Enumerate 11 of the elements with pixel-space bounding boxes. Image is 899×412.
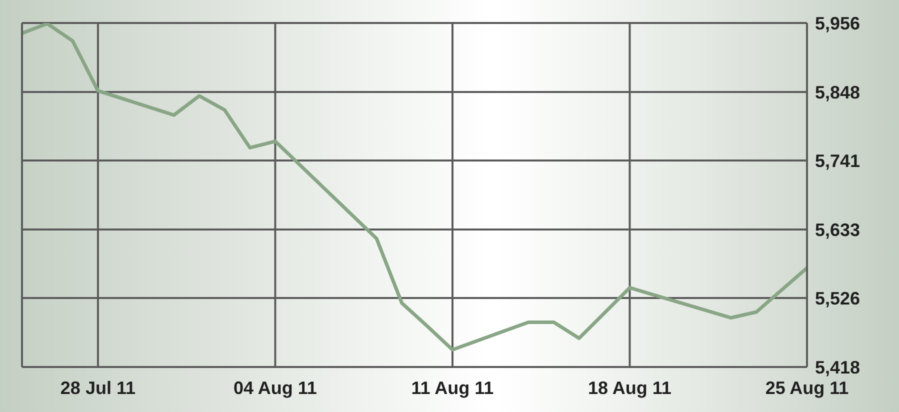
y-tick-label: 5,633: [815, 220, 860, 240]
x-tick-label: 25 Aug 11: [765, 378, 849, 398]
y-tick-label: 5,418: [815, 357, 860, 378]
y-tick-label: 5,956: [815, 13, 860, 34]
y-tick-label: 5,526: [815, 288, 860, 308]
x-tick-label: 11 Aug 11: [411, 378, 494, 398]
x-tick-label: 18 Aug 11: [588, 378, 672, 398]
y-tick-label: 5,848: [815, 82, 860, 102]
y-tick-label: 5,741: [815, 150, 860, 171]
x-tick-label: 04 Aug 11: [234, 378, 317, 398]
x-tick-label: 28 Jul 11: [60, 378, 136, 398]
